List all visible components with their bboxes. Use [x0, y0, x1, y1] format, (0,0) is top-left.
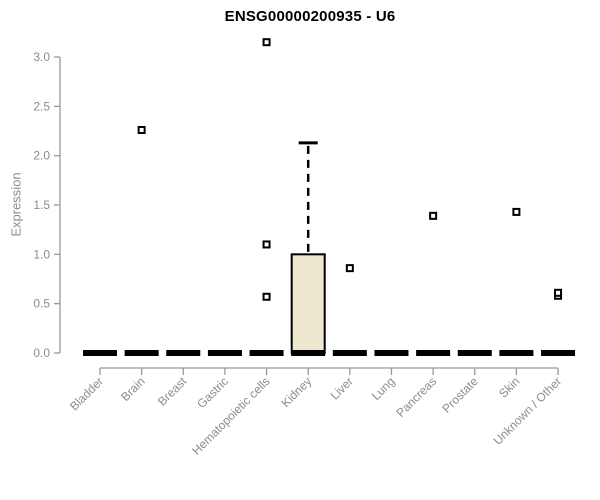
median-dash — [541, 350, 576, 356]
median-dash — [249, 350, 284, 356]
y-tick-label: 3.0 — [33, 50, 50, 64]
outlier-point — [262, 240, 271, 249]
median-dash — [207, 350, 242, 356]
y-tick-label: 1.5 — [33, 198, 50, 212]
outlier-point — [429, 211, 438, 220]
x-tick-label: Lung — [369, 374, 398, 403]
y-tick-label: 0.5 — [33, 297, 50, 311]
y-tick-label: 0.0 — [33, 346, 50, 360]
y-tick-label: 1.0 — [33, 247, 50, 261]
outlier-point — [262, 38, 271, 47]
x-tick-label: Skin — [496, 374, 522, 400]
x-tick-label: Prostate — [439, 374, 481, 416]
x-tick-label: Bladder — [67, 374, 106, 413]
outlier-point — [512, 207, 521, 216]
x-tick-label: Liver — [328, 374, 356, 402]
median-dash — [416, 350, 451, 356]
y-axis-label: Expression — [8, 172, 24, 237]
chart-title: ENSG00000200935 - U6 — [224, 8, 396, 25]
median-dash — [374, 350, 409, 356]
outlier-point — [262, 292, 271, 301]
median-dash — [83, 350, 117, 356]
median-dash — [291, 350, 326, 356]
outlier-point — [137, 126, 146, 135]
box-body — [290, 253, 326, 354]
median-dash — [332, 350, 367, 356]
median-dash — [124, 350, 159, 356]
outlier-point — [554, 288, 563, 297]
x-tick-label: Breast — [155, 374, 190, 409]
x-tick-label: Pancreas — [393, 374, 439, 420]
median-dash — [166, 350, 201, 356]
x-tick-label: Kidney — [278, 374, 314, 410]
median-dash — [457, 350, 492, 356]
y-tick-label: 2.5 — [33, 99, 50, 113]
outlier-point — [345, 264, 354, 273]
x-tick-label: Hematopoietic cells — [189, 374, 272, 457]
y-tick-label: 2.0 — [33, 149, 50, 163]
x-tick-label: Brain — [118, 374, 148, 404]
x-tick-label: Gastric — [194, 374, 231, 411]
median-dash — [499, 350, 534, 356]
